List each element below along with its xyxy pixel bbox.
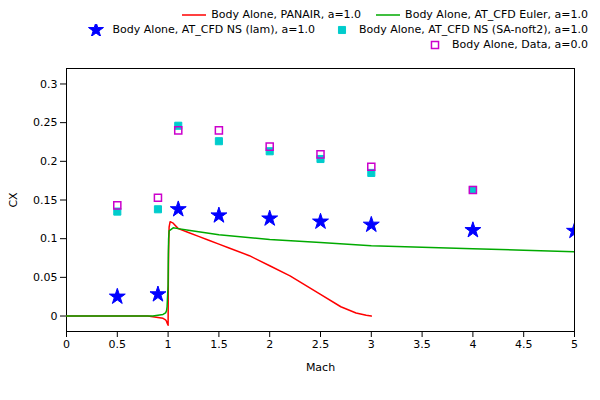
svg-text:0.1: 0.1 <box>40 232 58 245</box>
svg-text:0: 0 <box>51 310 58 323</box>
svg-text:0.5: 0.5 <box>109 338 127 351</box>
svg-text:2.5: 2.5 <box>312 338 330 351</box>
html-text:Body Alone, Data, a=0.0: Body Alone, Data, a=0.0 <box>452 38 588 51</box>
svg-text:3: 3 <box>368 338 375 351</box>
svg-text:0.2: 0.2 <box>40 155 58 168</box>
html-text:Body Alone, AT_CFD Euler, a=1.: Body Alone, AT_CFD Euler, a=1.0 <box>405 8 588 21</box>
html-text:Body Alone, PANAIR, a=1.0: Body Alone, PANAIR, a=1.0 <box>211 8 362 21</box>
html-text:Body Alone, AT_CFD NS (lam), a: Body Alone, AT_CFD NS (lam), a=1.0 <box>112 23 315 36</box>
svg-text:1.5: 1.5 <box>210 338 228 351</box>
svg-text:3.5: 3.5 <box>413 338 431 351</box>
svg-text:5: 5 <box>571 338 578 351</box>
svg-text:2: 2 <box>266 338 273 351</box>
svg-text:Mach: Mach <box>306 361 335 374</box>
svg-text:1: 1 <box>165 338 172 351</box>
svg-text:0.25: 0.25 <box>33 116 58 129</box>
svg-text:0: 0 <box>63 338 70 351</box>
svg-text:0.05: 0.05 <box>33 271 58 284</box>
svg-text:CX: CX <box>7 192 20 208</box>
html-text:Body Alone, AT_CFD NS (SA-noft: Body Alone, AT_CFD NS (SA-noft2), a=1.0 <box>359 23 588 36</box>
svg-text:4: 4 <box>469 338 476 351</box>
svg-text:4.5: 4.5 <box>515 338 533 351</box>
svg-text:0.15: 0.15 <box>33 194 58 207</box>
svg-text:0.3: 0.3 <box>40 77 58 90</box>
